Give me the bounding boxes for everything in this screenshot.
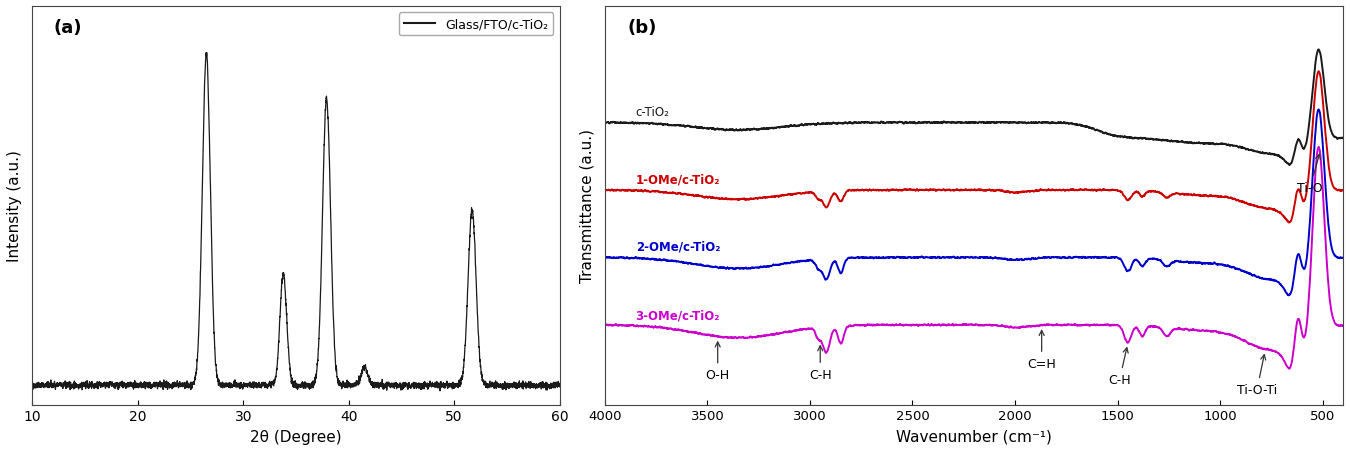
Text: C-H: C-H	[809, 346, 832, 381]
Text: 1-OMe/c-TiO₂: 1-OMe/c-TiO₂	[636, 173, 720, 186]
Text: c-TiO₂: c-TiO₂	[636, 106, 670, 119]
Text: (a): (a)	[54, 19, 82, 37]
Text: O-H: O-H	[706, 342, 730, 382]
Legend: Glass/FTO/c-TiO₂: Glass/FTO/c-TiO₂	[400, 13, 554, 36]
Text: 3-OMe/c-TiO₂: 3-OMe/c-TiO₂	[636, 309, 720, 322]
X-axis label: Wavenumber (cm⁻¹): Wavenumber (cm⁻¹)	[896, 428, 1052, 443]
Text: C=H: C=H	[1027, 331, 1056, 370]
Text: Ti-O-Ti: Ti-O-Ti	[1237, 355, 1277, 396]
Y-axis label: Transmittance (a.u.): Transmittance (a.u.)	[579, 129, 594, 283]
Text: C-H: C-H	[1108, 348, 1131, 386]
Text: Ti-O: Ti-O	[1297, 155, 1323, 194]
Text: 2-OMe/c-TiO₂: 2-OMe/c-TiO₂	[636, 240, 720, 253]
Y-axis label: Intensity (a.u.): Intensity (a.u.)	[7, 150, 22, 262]
Text: (b): (b)	[628, 19, 656, 37]
X-axis label: 2θ (Degree): 2θ (Degree)	[250, 429, 342, 444]
